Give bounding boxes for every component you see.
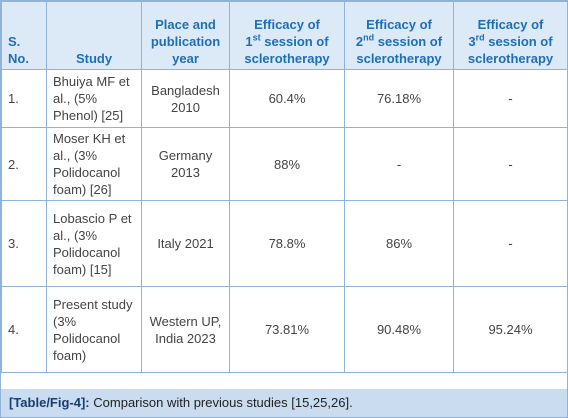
table-cell: - bbox=[453, 127, 568, 201]
header-text: session of sclerotherapy bbox=[467, 34, 554, 66]
table-cell: 76.18% bbox=[344, 69, 454, 128]
header-ordinal: 1 bbox=[245, 34, 253, 49]
caption-label: [Table/Fig-4]: bbox=[9, 395, 90, 410]
table-cell: Western UP, India 2023 bbox=[141, 286, 230, 373]
table-cell: Lobascio P et al., (3% Polidocanol foam)… bbox=[46, 200, 142, 287]
table-cell: 90.48% bbox=[344, 286, 454, 373]
header-cell: Efficacy of 1st session of sclerotherapy bbox=[229, 1, 345, 70]
table-cell: - bbox=[453, 69, 568, 128]
table-cell: 88% bbox=[229, 127, 345, 201]
header-suffix: st bbox=[252, 32, 261, 43]
table-cell: 78.8% bbox=[229, 200, 345, 287]
header-cell: Study bbox=[46, 1, 142, 70]
table-row: 2. Moser KH et al., (3% Polidocanol foam)… bbox=[1, 127, 568, 201]
table-cell: - bbox=[344, 127, 454, 201]
table-row: 3. Lobascio P et al., (3% Polidocanol foa… bbox=[1, 200, 568, 287]
header-cell: Place and publication year bbox=[141, 1, 230, 70]
header-ordinal: 3 bbox=[468, 34, 476, 49]
table-row: 4. Present study (3% Polidocanol foam) Wes… bbox=[1, 286, 568, 373]
header-cell: Efficacy of 2nd session of sclerotherapy bbox=[344, 1, 454, 70]
table-cell: 2. bbox=[1, 127, 47, 201]
header-cell: S. No. bbox=[1, 1, 47, 70]
table-cell: 4. bbox=[1, 286, 47, 373]
header-cell: Efficacy of 3rd session of sclerotherapy bbox=[453, 1, 568, 70]
table-row: 1. Bhuiya MF et al., (5% Phenol) [25] Bang… bbox=[1, 69, 568, 128]
table-cell: Present study (3% Polidocanol foam) bbox=[46, 286, 142, 373]
table-cell: Germany 2013 bbox=[141, 127, 230, 201]
header-suffix: rd bbox=[475, 32, 485, 43]
header-text: session of sclerotherapy bbox=[356, 34, 443, 66]
caption: [Table/Fig-4]: Comparison with previous … bbox=[1, 389, 567, 417]
header-suffix: nd bbox=[363, 32, 375, 43]
header-text: Efficacy of bbox=[477, 17, 544, 32]
table-cell: 95.24% bbox=[453, 286, 568, 373]
table-cell: Moser KH et al., (3% Polidocanol foam) [… bbox=[46, 127, 142, 201]
header-text: Efficacy of bbox=[366, 17, 432, 32]
header-text: Efficacy of bbox=[254, 17, 320, 32]
table-cell: - bbox=[453, 200, 568, 287]
table-cell: 1. bbox=[1, 69, 47, 128]
caption-text: Comparison with previous studies [15,25,… bbox=[93, 395, 353, 410]
table-cell: Bhuiya MF et al., (5% Phenol) [25] bbox=[46, 69, 142, 128]
table-cell: 73.81% bbox=[229, 286, 345, 373]
table-cell: 60.4% bbox=[229, 69, 345, 128]
table: S. No. Study Place and publication year Eff… bbox=[1, 1, 568, 373]
table-cell: 3. bbox=[1, 200, 47, 287]
header-row: S. No. Study Place and publication year Eff… bbox=[1, 1, 568, 70]
table-cell: 86% bbox=[344, 200, 454, 287]
table-cell: Italy 2021 bbox=[141, 200, 230, 287]
header-ordinal: 2 bbox=[355, 34, 364, 49]
header-text: session of sclerotherapy bbox=[244, 34, 330, 66]
table-cell: Bangladesh 2010 bbox=[141, 69, 230, 128]
